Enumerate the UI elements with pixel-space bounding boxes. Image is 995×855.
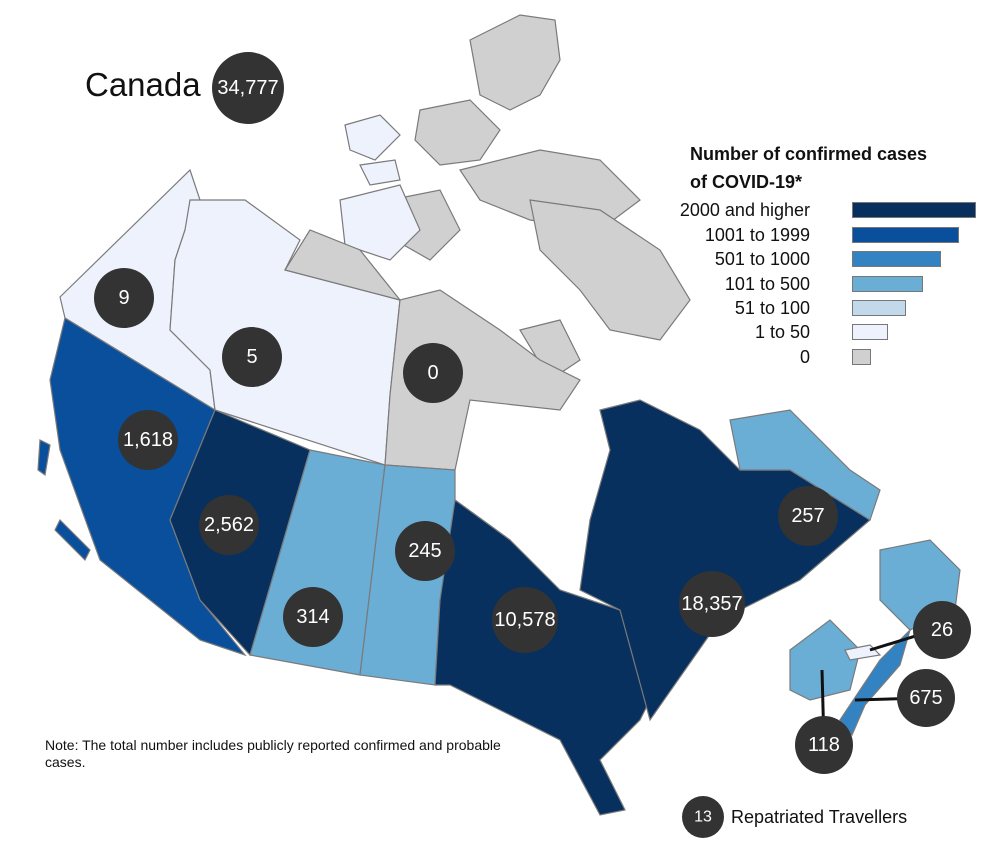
legend-swatch [852, 300, 906, 316]
legend-title-line2: of COVID-19* [690, 172, 803, 192]
legend-title-line1: Number of confirmed cases [690, 144, 928, 164]
legend-item: 1 to 50 [660, 322, 980, 344]
legend-swatch [852, 251, 941, 267]
legend-swatch [852, 227, 959, 243]
total-bubble: 34,777 [212, 52, 284, 124]
svg-text:34,777: 34,777 [217, 77, 278, 99]
bubble-newfoundland-labrador: 257 [778, 486, 838, 546]
legend-item: 1001 to 1999 [660, 225, 980, 247]
legend-label: 51 to 100 [734, 298, 810, 318]
bubble-nova-scotia: 675 [897, 669, 955, 727]
repatriated-label: Repatriated Travellers [731, 807, 908, 827]
legend-item: 101 to 500 [660, 274, 980, 296]
bubble-ontario: 10,578 [492, 587, 558, 653]
svg-text:257: 257 [791, 505, 824, 527]
svg-text:2,562: 2,562 [204, 514, 254, 536]
region-new-brunswick [789, 619, 861, 701]
bubble-northwest-territories: 5 [222, 327, 282, 387]
bubble-repatriated: 13 [682, 796, 724, 838]
svg-text:18,357: 18,357 [681, 593, 742, 615]
bubble-british-columbia: 1,618 [118, 410, 178, 470]
svg-text:118: 118 [808, 734, 840, 756]
legend-item: 501 to 1000 [660, 249, 980, 271]
svg-text:10,578: 10,578 [494, 609, 555, 631]
bubble-alberta: 2,562 [199, 495, 259, 555]
legend-label: 101 to 500 [724, 274, 810, 294]
arctic-islands [339, 14, 691, 381]
legend-item: 0 [660, 347, 980, 369]
legend-label: 1001 to 1999 [704, 225, 810, 245]
legend-label: 1 to 50 [754, 322, 810, 342]
svg-text:314: 314 [296, 606, 329, 628]
svg-text:1,618: 1,618 [123, 429, 173, 451]
svg-text:9: 9 [118, 287, 129, 309]
legend-label: 0 [799, 347, 810, 367]
region-ontario [434, 498, 651, 816]
bubble-new-brunswick: 118 [795, 716, 853, 774]
bubble-prince-edward-island: 26 [913, 601, 971, 659]
svg-text:675: 675 [909, 687, 942, 709]
legend-swatch [852, 349, 871, 365]
bubble-nunavut: 0 [403, 343, 463, 403]
legend-label: 501 to 1000 [714, 249, 810, 269]
bubble-manitoba: 245 [395, 521, 455, 581]
svg-text:26: 26 [931, 619, 953, 641]
legend-item: 2000 and higher [660, 200, 980, 222]
map-title: Canada [85, 66, 201, 103]
region-quebec [579, 399, 872, 722]
legend-label: 2000 and higher [679, 200, 810, 220]
bubble-yukon: 9 [94, 268, 154, 328]
svg-text:245: 245 [408, 540, 441, 562]
svg-text:13: 13 [694, 809, 712, 826]
bubble-saskatchewan: 314 [283, 587, 343, 647]
footnote: Note: The total number includes publicly… [45, 737, 501, 770]
legend-swatch [852, 276, 923, 292]
region-newfoundland-labrador [729, 409, 881, 521]
legend-swatch [852, 202, 976, 218]
region-nova-scotia [839, 627, 912, 737]
bubble-quebec: 18,357 [679, 571, 745, 637]
legend-item: 51 to 100 [660, 298, 980, 320]
legend-title: Number of confirmed cases of COVID-19* [690, 140, 927, 196]
svg-text:5: 5 [246, 346, 257, 368]
legend-swatch [852, 324, 888, 340]
svg-text:0: 0 [427, 362, 438, 384]
